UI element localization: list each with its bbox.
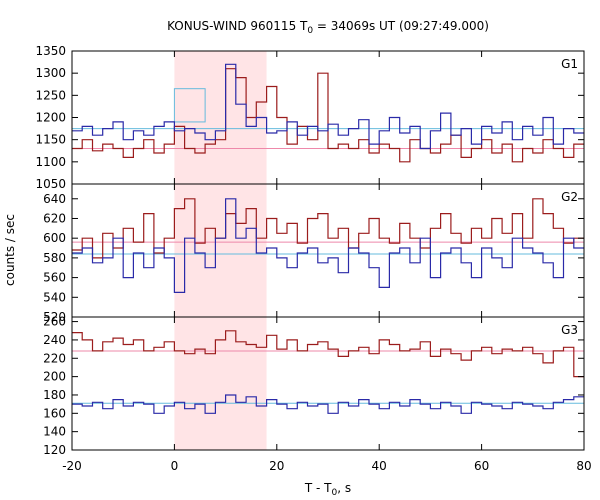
y-tick-label: 640 xyxy=(43,192,66,206)
panel-label: G3 xyxy=(561,323,578,337)
y-tick-label: 600 xyxy=(43,231,66,245)
panel-g1: 1050 1100 1150 1200 1250 1300 1350 G1 xyxy=(35,44,585,191)
chart-title: KONUS-WIND 960115 T0 = 34069s UT (09:27:… xyxy=(167,19,489,36)
panel-label: G2 xyxy=(561,190,578,204)
y-tick-label: 160 xyxy=(43,406,66,420)
y-tick-label: 1350 xyxy=(35,44,66,58)
y-tick-label: 620 xyxy=(43,211,66,225)
red-series xyxy=(72,68,584,163)
x-tick-label: 60 xyxy=(474,459,489,473)
y-tick-label: 540 xyxy=(43,290,66,304)
panel-g3: 120 140 160 180 200 220 240 260 G3 xyxy=(43,315,585,457)
y-tick-label: 1050 xyxy=(35,177,66,191)
y-tick-label: 1150 xyxy=(35,133,66,147)
y-tick-label: 1200 xyxy=(35,111,66,125)
y-tick-label: 260 xyxy=(43,315,66,329)
red-series xyxy=(72,198,584,259)
y-tick-label: 120 xyxy=(43,443,66,457)
y-tick-label: 560 xyxy=(43,271,66,285)
x-tick-label: 20 xyxy=(269,459,284,473)
y-tick-label: 220 xyxy=(43,351,66,365)
y-tick-label: 240 xyxy=(43,333,66,347)
x-tick-label: -20 xyxy=(62,459,82,473)
x-tick-label: 40 xyxy=(372,459,387,473)
blue-box xyxy=(173,88,206,123)
panel-frame xyxy=(71,316,585,451)
x-axis-title: T - T0, s xyxy=(304,481,351,498)
y-tick-label: 1300 xyxy=(35,66,66,80)
blue-series xyxy=(72,394,584,414)
x-tick-label: 0 xyxy=(171,459,179,473)
y-tick-label: 1250 xyxy=(35,88,66,102)
panel-g2: 520 540 560 580 600 620 640 G2 xyxy=(43,183,585,324)
y-tick-label: 520 xyxy=(43,310,66,324)
red-series xyxy=(72,330,584,378)
y-axis-title: counts / sec xyxy=(3,214,17,286)
y-tick-label: 200 xyxy=(43,370,66,384)
y-tick-label: 1100 xyxy=(35,155,66,169)
y-tick-label: 580 xyxy=(43,251,66,265)
x-tick-label: 80 xyxy=(576,459,591,473)
highlight-interval xyxy=(174,51,267,450)
panel-frame xyxy=(71,183,585,318)
y-tick-label: 180 xyxy=(43,388,66,402)
y-tick-label: 140 xyxy=(43,425,66,439)
panel-label: G1 xyxy=(561,57,578,71)
blue-series xyxy=(72,198,584,293)
panels: 1050110011501200125013001350G15205405605… xyxy=(35,44,591,473)
blue-series xyxy=(72,63,584,150)
